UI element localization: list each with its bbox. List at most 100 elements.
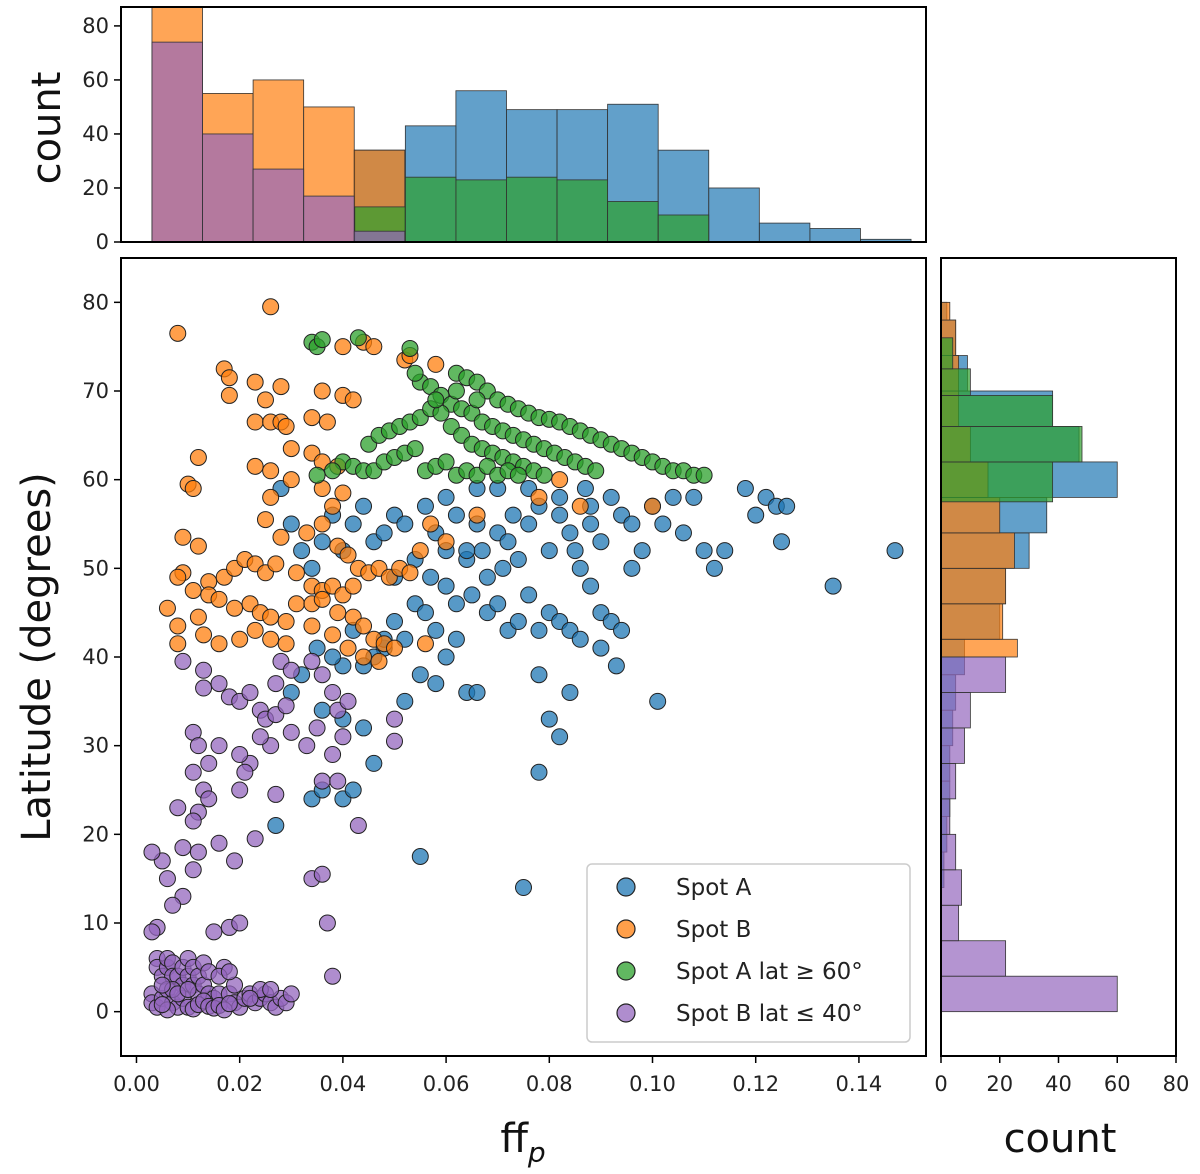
point-spot-a: [520, 586, 538, 604]
point-spot-b-lat-40: [158, 870, 176, 888]
point-spot-a: [303, 559, 321, 577]
point-spot-a: [489, 595, 507, 613]
point-spot-a: [344, 781, 362, 799]
point-spot-b: [277, 613, 295, 631]
point-spot-a: [582, 577, 600, 595]
point-spot-b: [169, 617, 187, 635]
point-spot-a: [685, 488, 703, 506]
main-xlabel-subscript: p: [527, 1136, 546, 1169]
point-spot-b-lat-40: [241, 683, 259, 701]
point-spot-a-lat-60: [313, 331, 331, 349]
top-hist-bar-spot-a-lat-60: [506, 176, 558, 243]
point-spot-a: [422, 568, 440, 586]
point-spot-b: [277, 635, 295, 653]
point-spot-b: [339, 639, 357, 657]
point-spot-a: [437, 577, 455, 595]
point-spot-a-lat-60: [587, 462, 605, 480]
point-spot-b: [277, 417, 295, 435]
point-spot-a: [623, 559, 641, 577]
point-spot-b: [169, 568, 187, 586]
main-x-tick-label: 0.12: [732, 1072, 779, 1096]
point-spot-b-lat-40: [195, 679, 213, 697]
point-spot-b-lat-40: [277, 697, 295, 715]
right-hist-bar-spot-a-lat-60: [940, 426, 1083, 463]
legend-marker-spot-b-low-lat: [616, 1003, 636, 1023]
point-spot-b-lat-40: [308, 719, 326, 737]
point-spot-a: [530, 666, 548, 684]
point-spot-a-lat-60: [401, 339, 419, 357]
legend-label-spot-a-high-lat: Spot A lat ≥ 60°: [676, 959, 863, 985]
point-spot-a: [427, 675, 445, 693]
point-spot-b-lat-40: [210, 737, 228, 755]
point-spot-b: [437, 533, 455, 551]
point-spot-a: [396, 692, 414, 710]
point-spot-a: [427, 621, 445, 639]
point-spot-b: [189, 449, 207, 466]
main-y-tick-label: 30: [82, 734, 109, 758]
point-spot-b: [282, 471, 300, 489]
point-spot-b-lat-40: [282, 985, 300, 1003]
point-spot-a: [695, 542, 713, 560]
point-spot-a: [416, 604, 434, 622]
point-spot-a-lat-60: [406, 440, 424, 458]
point-spot-b-lat-40: [220, 963, 238, 981]
point-spot-b: [262, 608, 280, 626]
right-x-tick-label: 80: [1163, 1072, 1190, 1096]
right-hist-bar-spot-b-lat-40: [940, 656, 1007, 693]
point-spot-b-lat-40: [339, 692, 357, 710]
point-spot-a: [654, 515, 672, 533]
point-spot-b-lat-40: [324, 683, 342, 701]
right-x-tick-label: 60: [1104, 1072, 1131, 1096]
main-x-tick-label: 0.14: [836, 1072, 883, 1096]
point-spot-b: [370, 652, 388, 670]
right-x-tick-label: 40: [1045, 1072, 1072, 1096]
right-hist-bar-spot-b: [940, 532, 1015, 569]
main-y-ticks: 0 10 20 30 40 50 60 70 80: [82, 290, 121, 1024]
point-spot-a: [385, 613, 403, 631]
point-spot-a: [313, 533, 331, 551]
point-spot-b: [272, 378, 290, 396]
point-spot-b-lat-40: [282, 661, 300, 679]
point-spot-b: [530, 488, 548, 506]
main-ylabel: Latitude (degrees): [14, 472, 60, 842]
legend-box: [586, 863, 911, 1043]
point-spot-a: [613, 621, 631, 639]
right-hist-bar-spot-b: [940, 567, 1007, 605]
top-hist-bar-spot-a-lat-60: [556, 179, 609, 243]
point-spot-b: [313, 382, 331, 400]
point-spot-a: [705, 559, 723, 577]
point-spot-b-lat-40: [262, 981, 280, 998]
point-spot-b: [303, 617, 321, 635]
point-spot-b: [355, 648, 373, 666]
right-hist-bar-spot-b-lat-40: [940, 798, 951, 835]
point-spot-a: [582, 515, 600, 533]
point-spot-b-lat-40: [313, 772, 331, 790]
point-spot-b-lat-40: [236, 763, 254, 781]
point-spot-b: [184, 582, 202, 599]
right-hist-bar-spot-b-lat-40: [940, 833, 957, 871]
point-spot-b: [246, 373, 264, 391]
point-spot-b-lat-40: [231, 914, 249, 932]
main-scatter-panel: 0.00 0.02 0.04 0.06 0.08 0.10 0.12 0.14 0 10 20 30…: [14, 257, 927, 1169]
top-hist-bar-spot-a: [809, 228, 861, 243]
right-hist-bar-spot-b-lat-40: [940, 869, 962, 906]
point-spot-b: [644, 497, 662, 515]
right-hist-bar-spot-b: [940, 496, 1001, 534]
point-spot-b: [262, 488, 280, 506]
top-y-tick-label: 20: [82, 176, 109, 200]
top-histogram-panel: 0 20 40 60 80 count: [24, 6, 927, 254]
point-spot-a-lat-60: [695, 466, 713, 484]
point-spot-b: [226, 599, 244, 617]
right-histogram-x-ticks: 0 20 40 60 80: [934, 1056, 1189, 1096]
right-x-tick-label: 20: [986, 1072, 1013, 1096]
point-spot-b-lat-40: [179, 981, 197, 998]
point-spot-b: [189, 608, 207, 626]
main-x-tick-label: 0.10: [629, 1072, 676, 1096]
point-spot-b: [571, 497, 589, 515]
point-spot-a-lat-60: [447, 382, 465, 400]
right-histogram-frame: [940, 257, 1177, 1057]
top-histogram-ylabel: count: [24, 72, 70, 185]
right-hist-bar-spot-b-lat-40: [940, 727, 965, 764]
point-spot-b: [195, 626, 213, 644]
point-spot-b: [427, 355, 445, 373]
